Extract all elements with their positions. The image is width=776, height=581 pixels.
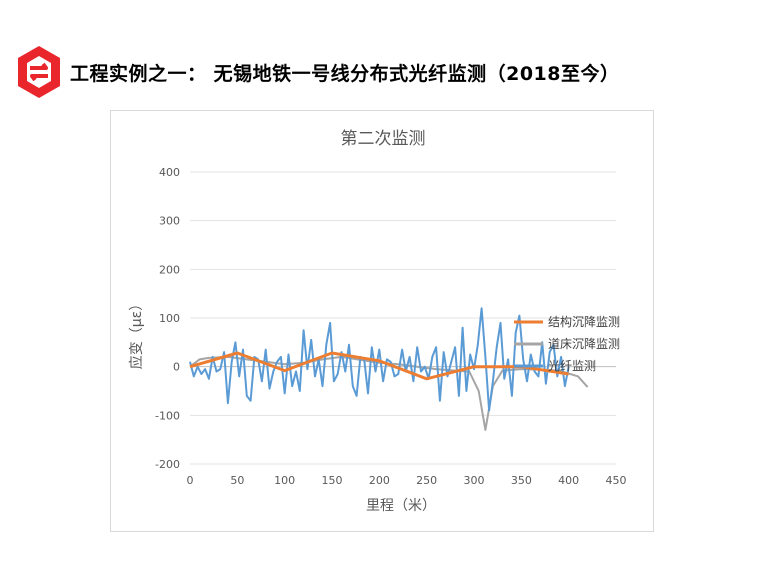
y-axis-ticks: -200 -100 0 100 200 300 400	[155, 166, 180, 471]
series-line-1	[189, 351, 569, 381]
y-tick-label: 100	[159, 312, 180, 325]
y-axis-label: 应变（με）	[128, 297, 145, 369]
series-line-3	[189, 307, 570, 412]
slide-title: 工程实例之一： 无锡地铁一号线分布式光纤监测（2018至今）	[70, 62, 620, 85]
y-tick-label: 300	[159, 215, 180, 228]
x-tick-label: 50	[230, 474, 244, 487]
y-tick-label: 400	[159, 166, 180, 179]
legend-entry: 光纤监测	[548, 359, 596, 373]
x-axis-ticks: 0 50 100 150 200 250 300 350 400 450	[187, 474, 627, 487]
series-lines	[189, 307, 589, 431]
x-tick-label: 200	[369, 474, 390, 487]
y-tick-label: 200	[159, 263, 180, 276]
chart-frame: 第二次监测 -200 -100 0 100 200 300 400 0 50 100 150 200…	[110, 110, 654, 532]
x-tick-label: 150	[322, 474, 343, 487]
y-tick-label: -100	[155, 409, 180, 422]
red-hexagon-logo-icon	[18, 46, 60, 98]
x-tick-label: 400	[558, 474, 579, 487]
x-tick-label: 0	[187, 474, 194, 487]
x-tick-label: 250	[416, 474, 437, 487]
slide-header: 工程实例之一： 无锡地铁一号线分布式光纤监测（2018至今）	[16, 44, 620, 100]
x-tick-label: 450	[606, 474, 627, 487]
y-tick-label: 0	[173, 361, 180, 374]
legend-entry: 道床沉降监测	[548, 337, 620, 351]
x-tick-label: 100	[274, 474, 295, 487]
x-tick-label: 300	[464, 474, 485, 487]
x-axis-label: 里程（米）	[366, 498, 436, 514]
chart-title: 第二次监测	[341, 129, 426, 149]
strain-line-chart: 第二次监测 -200 -100 0 100 200 300 400 0 50 100 150 200…	[128, 129, 627, 514]
x-tick-label: 350	[511, 474, 532, 487]
legend-entry: 结构沉降监测	[548, 314, 620, 329]
y-tick-label: -200	[155, 458, 180, 471]
